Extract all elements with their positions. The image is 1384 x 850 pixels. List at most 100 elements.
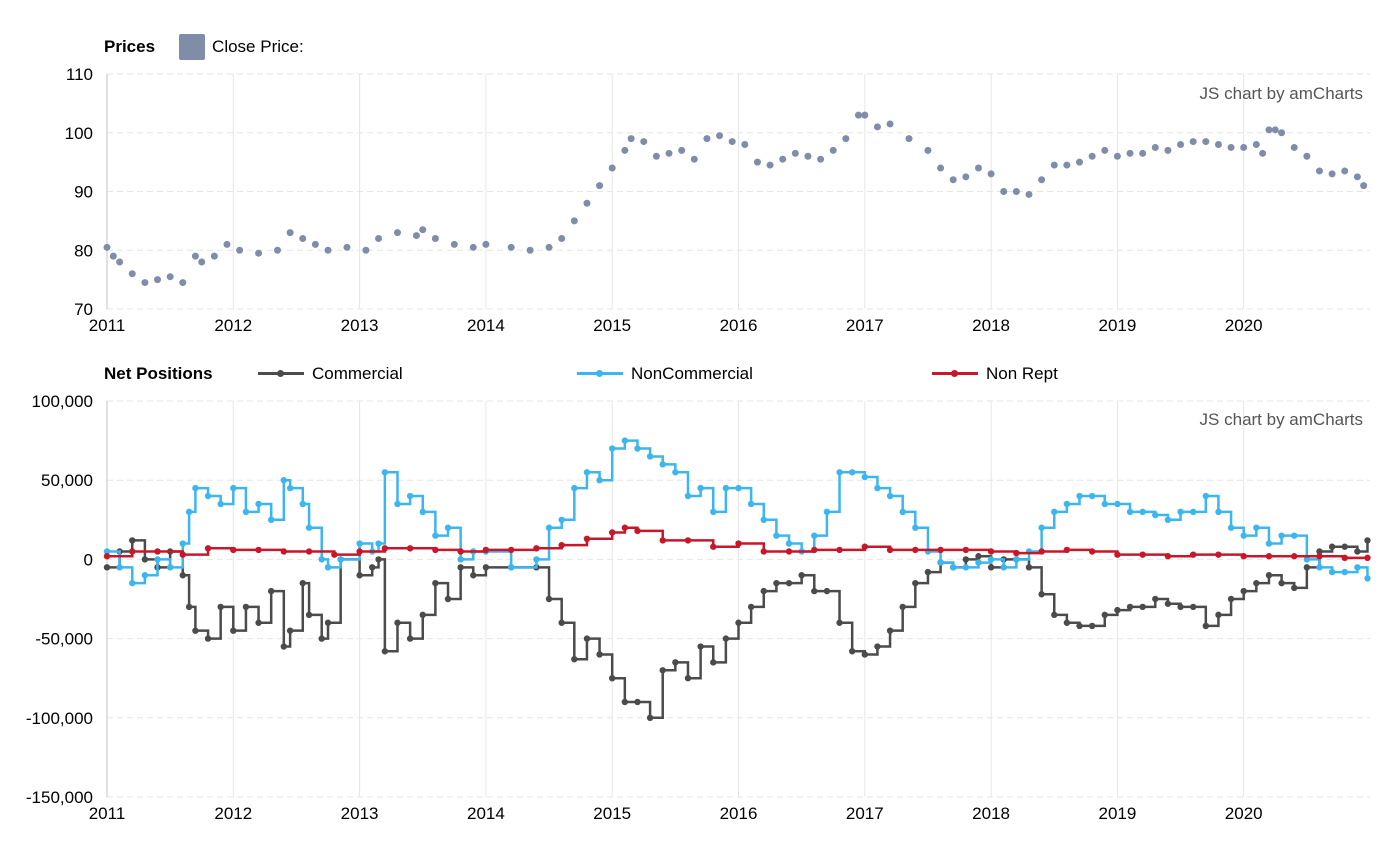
prices-x-tick-label: 2018	[972, 316, 1010, 335]
legend-item-noncommercial[interactable]: NonCommercial	[577, 364, 753, 384]
data-point	[823, 508, 831, 516]
legend-item-commercial[interactable]: Commercial	[258, 364, 403, 384]
data-point	[1013, 556, 1020, 563]
data-point	[848, 469, 856, 476]
data-point	[457, 564, 464, 571]
data-point	[432, 579, 439, 587]
data-point	[1139, 149, 1147, 157]
data-point	[937, 559, 944, 566]
data-point	[873, 123, 881, 131]
data-point	[469, 243, 477, 251]
series-line	[107, 539, 1369, 720]
data-point	[1278, 579, 1285, 587]
data-point	[242, 508, 250, 516]
data-point	[596, 651, 603, 658]
nonrept-swatch	[932, 366, 978, 382]
data-point	[811, 546, 818, 554]
data-point	[274, 246, 282, 254]
data-point	[1000, 564, 1007, 571]
data-point	[406, 545, 414, 552]
data-point	[950, 564, 957, 571]
positions-y-tick-label: 50,000	[41, 471, 93, 490]
data-point	[356, 540, 363, 547]
data-point	[1114, 500, 1121, 508]
data-point	[621, 437, 629, 444]
data-point	[286, 229, 294, 237]
data-point	[311, 240, 319, 248]
data-point	[154, 564, 161, 571]
data-point	[204, 545, 212, 552]
data-point	[432, 532, 439, 539]
positions-x-tick-label: 2012	[214, 804, 252, 823]
data-point	[1177, 603, 1184, 611]
legend-item-non-rept[interactable]: Non Rept	[932, 364, 1058, 384]
data-point	[823, 587, 831, 595]
legend-item-close-price[interactable]: Close Price:	[179, 34, 304, 60]
data-point	[924, 568, 932, 576]
data-point	[697, 484, 704, 492]
commercial-swatch	[258, 366, 304, 382]
data-point	[1303, 564, 1311, 571]
data-point	[829, 146, 837, 154]
data-point	[1265, 540, 1273, 547]
data-point	[886, 627, 894, 634]
data-point	[299, 500, 306, 508]
data-point	[545, 524, 553, 531]
data-point	[1291, 532, 1298, 539]
prices-watermark[interactable]: JS chart by amCharts	[1200, 84, 1363, 103]
data-point	[1000, 188, 1008, 195]
prices-x-tick-label: 2017	[846, 316, 884, 335]
data-point	[1164, 146, 1172, 154]
positions-plot-area: 2011 2012 2013 2014 2015 2016 2017 2018 2019 2020…	[26, 392, 1371, 823]
data-point	[1341, 167, 1349, 175]
data-point	[950, 564, 957, 571]
data-point	[886, 546, 894, 554]
data-point	[728, 138, 736, 146]
data-point	[854, 111, 862, 119]
data-point	[381, 469, 389, 476]
data-point	[412, 232, 420, 240]
data-point	[1063, 500, 1071, 508]
data-point	[1291, 553, 1298, 560]
data-point	[665, 149, 673, 157]
data-point	[848, 648, 856, 655]
data-point	[760, 587, 767, 595]
data-point	[1139, 603, 1146, 611]
data-point	[962, 556, 970, 563]
positions-watermark[interactable]: JS chart by amCharts	[1200, 410, 1363, 429]
data-point	[874, 643, 881, 650]
data-point	[1271, 126, 1279, 134]
positions-y-tick-label: -100,000	[26, 709, 93, 728]
data-point	[192, 484, 199, 492]
data-point	[444, 524, 452, 531]
data-point	[230, 484, 237, 492]
data-point	[596, 182, 604, 190]
data-point	[1328, 543, 1336, 550]
data-point	[773, 532, 780, 539]
data-point	[1290, 143, 1298, 151]
positions-x-tick-label: 2013	[341, 804, 379, 823]
prices-x-tick-label: 2012	[214, 316, 252, 335]
data-point	[299, 579, 306, 587]
data-point	[533, 564, 540, 571]
data-point	[798, 548, 805, 555]
data-point	[899, 508, 906, 516]
data-point	[242, 603, 250, 611]
data-point	[1177, 141, 1185, 148]
data-point	[747, 603, 755, 611]
data-point	[450, 240, 458, 248]
data-point	[230, 627, 237, 634]
data-point	[1013, 556, 1020, 563]
data-point	[154, 556, 161, 563]
data-point	[381, 545, 389, 552]
data-point	[394, 619, 401, 626]
data-point	[735, 484, 742, 492]
prices-x-tick-label: 2014	[467, 316, 505, 335]
data-point	[1240, 587, 1247, 595]
data-point	[1316, 553, 1323, 560]
data-point	[280, 548, 288, 555]
data-point	[1341, 568, 1348, 576]
data-point	[280, 643, 288, 650]
data-point	[861, 473, 868, 481]
data-point	[305, 548, 313, 555]
